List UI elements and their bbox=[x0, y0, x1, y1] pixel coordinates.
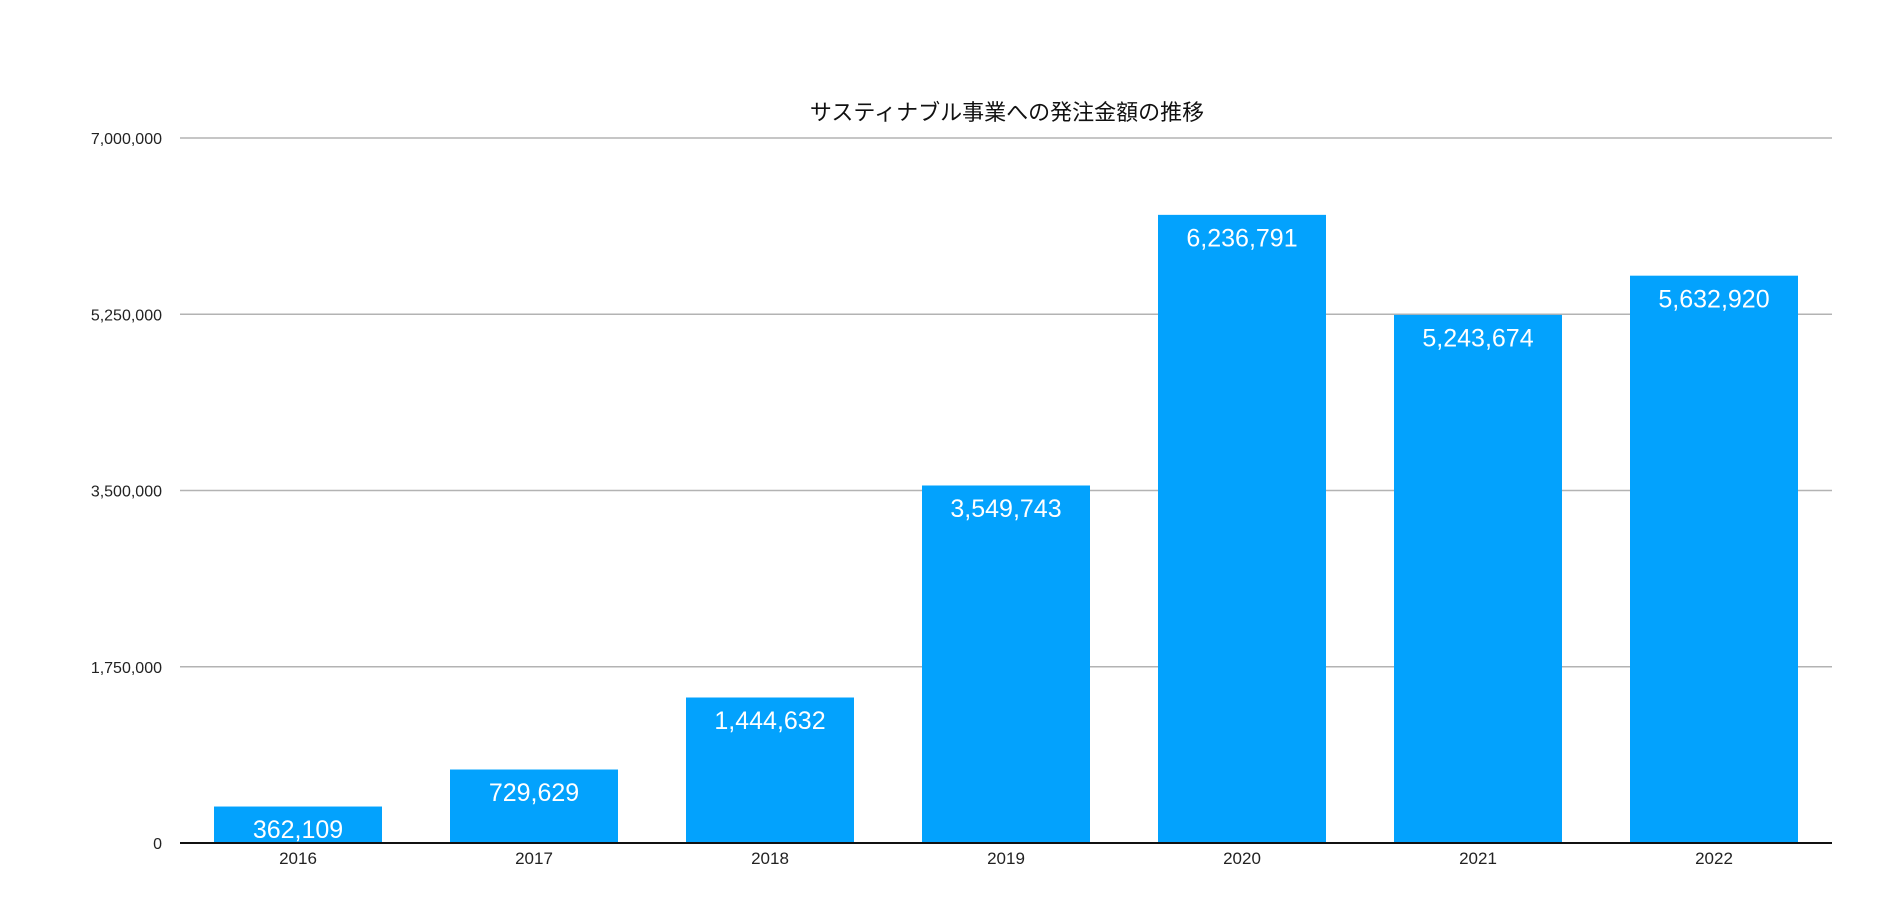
y-tick-label: 3,500,000 bbox=[91, 484, 162, 501]
chart-title: サスティナブル事業への発注金額の推移 bbox=[810, 101, 1204, 126]
y-tick-label: 1,750,000 bbox=[91, 660, 162, 677]
bar-2022 bbox=[1630, 275, 1798, 844]
data-label-2021: 5,243,674 bbox=[1422, 324, 1533, 352]
bar-2021 bbox=[1394, 314, 1562, 844]
y-tick-label: 5,250,000 bbox=[91, 307, 162, 324]
data-label-2018: 1,444,632 bbox=[714, 707, 825, 735]
data-label-2020: 6,236,791 bbox=[1186, 224, 1297, 252]
x-axis-tick-labels: 2016 2017 2018 2019 2020 2021 2022 bbox=[279, 849, 1733, 868]
data-label-2019: 3,549,743 bbox=[950, 495, 1061, 523]
bar-2017 bbox=[450, 769, 618, 843]
x-tick-label: 2019 bbox=[987, 849, 1025, 868]
data-label-2022: 5,632,920 bbox=[1658, 285, 1769, 313]
data-labels: 362,109 729,629 1,444,632 3,549,743 6,236,79… bbox=[253, 224, 1770, 844]
bars bbox=[214, 214, 1798, 844]
x-tick-label: 2016 bbox=[279, 849, 317, 868]
bar-2018 bbox=[686, 697, 854, 843]
x-tick-label: 2022 bbox=[1695, 849, 1733, 868]
y-tick-label: 0 bbox=[153, 836, 162, 853]
x-tick-label: 2021 bbox=[1459, 849, 1497, 868]
bar-2019 bbox=[922, 485, 1090, 843]
bar-2020 bbox=[1158, 214, 1326, 844]
data-label-2017: 729,629 bbox=[489, 779, 579, 807]
x-tick-label: 2017 bbox=[515, 849, 553, 868]
bar-2016 bbox=[214, 806, 382, 843]
x-tick-label: 2018 bbox=[751, 849, 789, 868]
x-tick-label: 2020 bbox=[1223, 849, 1261, 868]
data-label-2016: 362,109 bbox=[253, 816, 343, 844]
y-tick-label: 7,000,000 bbox=[91, 131, 162, 148]
y-axis-tick-labels: 0 1,750,000 3,500,000 5,250,000 7,000,000 bbox=[91, 131, 162, 853]
